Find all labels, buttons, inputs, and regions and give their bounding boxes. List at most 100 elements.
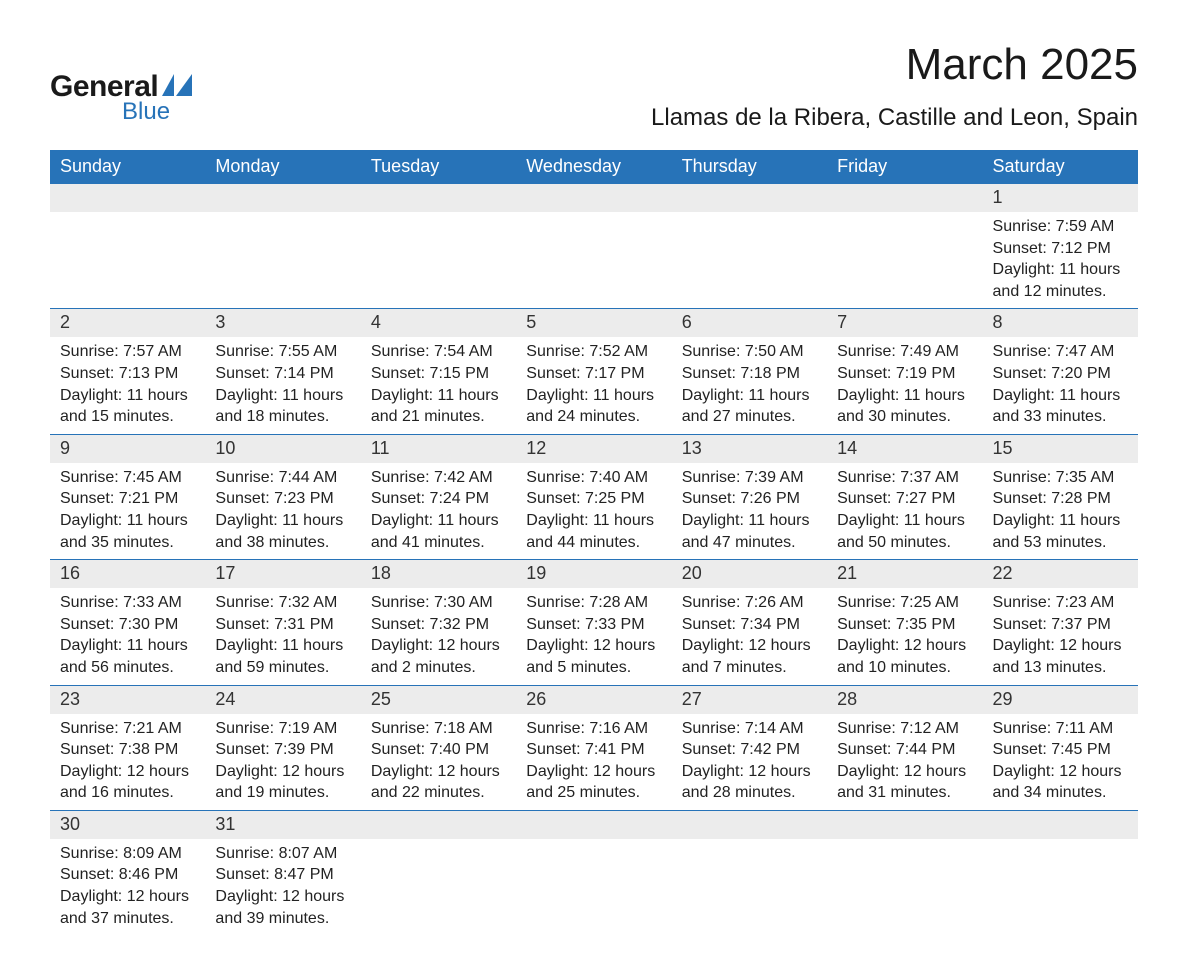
day-number: 20 xyxy=(672,560,827,588)
sunset-line: Sunset: 7:18 PM xyxy=(682,363,817,385)
calendar-table: SundayMondayTuesdayWednesdayThursdayFrid… xyxy=(50,150,1138,935)
daylight-line: Daylight: 11 hours and 50 minutes. xyxy=(837,510,972,553)
day-content xyxy=(672,839,827,871)
day-content-cell xyxy=(672,839,827,935)
week-number-row: 3031 xyxy=(50,810,1138,839)
weekday-header: Wednesday xyxy=(516,150,671,184)
day-content-cell: Sunrise: 7:32 AMSunset: 7:31 PMDaylight:… xyxy=(205,588,360,685)
day-number: 2 xyxy=(50,309,205,337)
day-content xyxy=(983,839,1138,871)
weekday-header: Thursday xyxy=(672,150,827,184)
day-content-cell: Sunrise: 7:44 AMSunset: 7:23 PMDaylight:… xyxy=(205,463,360,560)
sunrise-line: Sunrise: 7:50 AM xyxy=(682,341,817,363)
day-content-cell: Sunrise: 7:26 AMSunset: 7:34 PMDaylight:… xyxy=(672,588,827,685)
day-number: 30 xyxy=(50,811,205,839)
day-content-cell: Sunrise: 7:23 AMSunset: 7:37 PMDaylight:… xyxy=(983,588,1138,685)
weekday-header: Saturday xyxy=(983,150,1138,184)
sunrise-line: Sunrise: 7:40 AM xyxy=(526,467,661,489)
day-content-cell xyxy=(205,212,360,309)
sunrise-line: Sunrise: 7:16 AM xyxy=(526,718,661,740)
sunrise-line: Sunrise: 7:14 AM xyxy=(682,718,817,740)
daylight-line: Daylight: 11 hours and 47 minutes. xyxy=(682,510,817,553)
day-number-cell xyxy=(516,810,671,839)
sunrise-line: Sunrise: 7:30 AM xyxy=(371,592,506,614)
day-number-cell: 18 xyxy=(361,560,516,589)
day-number: 15 xyxy=(983,435,1138,463)
sunrise-line: Sunrise: 7:47 AM xyxy=(993,341,1128,363)
day-content-cell: Sunrise: 7:14 AMSunset: 7:42 PMDaylight:… xyxy=(672,714,827,811)
day-number-cell: 20 xyxy=(672,560,827,589)
day-content: Sunrise: 7:23 AMSunset: 7:37 PMDaylight:… xyxy=(983,588,1138,684)
day-content xyxy=(361,839,516,871)
sunset-line: Sunset: 7:27 PM xyxy=(837,488,972,510)
day-number: 9 xyxy=(50,435,205,463)
sunrise-line: Sunrise: 7:49 AM xyxy=(837,341,972,363)
sunset-line: Sunset: 8:46 PM xyxy=(60,864,195,886)
day-content-cell: Sunrise: 7:35 AMSunset: 7:28 PMDaylight:… xyxy=(983,463,1138,560)
day-content: Sunrise: 7:12 AMSunset: 7:44 PMDaylight:… xyxy=(827,714,982,810)
day-content-cell: Sunrise: 8:09 AMSunset: 8:46 PMDaylight:… xyxy=(50,839,205,935)
day-number-cell: 26 xyxy=(516,685,671,714)
day-content xyxy=(516,839,671,871)
daylight-line: Daylight: 12 hours and 31 minutes. xyxy=(837,761,972,804)
day-number: 18 xyxy=(361,560,516,588)
day-content: Sunrise: 7:47 AMSunset: 7:20 PMDaylight:… xyxy=(983,337,1138,433)
sunrise-line: Sunrise: 7:28 AM xyxy=(526,592,661,614)
day-content-cell xyxy=(516,839,671,935)
day-number-cell xyxy=(205,184,360,212)
sunrise-line: Sunrise: 7:11 AM xyxy=(993,718,1128,740)
week-number-row: 2345678 xyxy=(50,309,1138,338)
day-content: Sunrise: 7:42 AMSunset: 7:24 PMDaylight:… xyxy=(361,463,516,559)
day-content: Sunrise: 7:49 AMSunset: 7:19 PMDaylight:… xyxy=(827,337,982,433)
day-content: Sunrise: 7:32 AMSunset: 7:31 PMDaylight:… xyxy=(205,588,360,684)
daylight-line: Daylight: 11 hours and 30 minutes. xyxy=(837,385,972,428)
day-content-cell: Sunrise: 7:39 AMSunset: 7:26 PMDaylight:… xyxy=(672,463,827,560)
day-number: 28 xyxy=(827,686,982,714)
day-content-cell: Sunrise: 7:21 AMSunset: 7:38 PMDaylight:… xyxy=(50,714,205,811)
week-content-row: Sunrise: 7:21 AMSunset: 7:38 PMDaylight:… xyxy=(50,714,1138,811)
day-number: 24 xyxy=(205,686,360,714)
day-content: Sunrise: 7:18 AMSunset: 7:40 PMDaylight:… xyxy=(361,714,516,810)
day-content: Sunrise: 7:11 AMSunset: 7:45 PMDaylight:… xyxy=(983,714,1138,810)
day-number-cell: 13 xyxy=(672,434,827,463)
sunset-line: Sunset: 7:28 PM xyxy=(993,488,1128,510)
day-content: Sunrise: 7:19 AMSunset: 7:39 PMDaylight:… xyxy=(205,714,360,810)
day-number-cell xyxy=(827,810,982,839)
day-content-cell: Sunrise: 7:42 AMSunset: 7:24 PMDaylight:… xyxy=(361,463,516,560)
daylight-line: Daylight: 12 hours and 39 minutes. xyxy=(215,886,350,929)
sunset-line: Sunset: 7:26 PM xyxy=(682,488,817,510)
day-number-cell: 21 xyxy=(827,560,982,589)
page-title: March 2025 xyxy=(651,40,1138,90)
week-number-row: 9101112131415 xyxy=(50,434,1138,463)
day-number-cell: 3 xyxy=(205,309,360,338)
day-content: Sunrise: 7:39 AMSunset: 7:26 PMDaylight:… xyxy=(672,463,827,559)
sunset-line: Sunset: 7:42 PM xyxy=(682,739,817,761)
day-content-cell: Sunrise: 7:55 AMSunset: 7:14 PMDaylight:… xyxy=(205,337,360,434)
day-number-cell: 27 xyxy=(672,685,827,714)
daylight-line: Daylight: 12 hours and 2 minutes. xyxy=(371,635,506,678)
day-number-cell: 12 xyxy=(516,434,671,463)
week-content-row: Sunrise: 8:09 AMSunset: 8:46 PMDaylight:… xyxy=(50,839,1138,935)
day-content-cell xyxy=(361,839,516,935)
sunset-line: Sunset: 7:33 PM xyxy=(526,614,661,636)
daylight-line: Daylight: 12 hours and 22 minutes. xyxy=(371,761,506,804)
day-content-cell xyxy=(361,212,516,309)
day-number xyxy=(361,184,516,212)
daylight-line: Daylight: 12 hours and 28 minutes. xyxy=(682,761,817,804)
day-number-cell: 10 xyxy=(205,434,360,463)
daylight-line: Daylight: 11 hours and 33 minutes. xyxy=(993,385,1128,428)
sunrise-line: Sunrise: 7:33 AM xyxy=(60,592,195,614)
sunrise-line: Sunrise: 7:32 AM xyxy=(215,592,350,614)
day-number-cell: 7 xyxy=(827,309,982,338)
daylight-line: Daylight: 11 hours and 15 minutes. xyxy=(60,385,195,428)
day-content-cell xyxy=(672,212,827,309)
day-number-cell: 15 xyxy=(983,434,1138,463)
day-content-cell: Sunrise: 7:45 AMSunset: 7:21 PMDaylight:… xyxy=(50,463,205,560)
day-content: Sunrise: 8:07 AMSunset: 8:47 PMDaylight:… xyxy=(205,839,360,935)
week-content-row: Sunrise: 7:45 AMSunset: 7:21 PMDaylight:… xyxy=(50,463,1138,560)
day-number: 22 xyxy=(983,560,1138,588)
sunset-line: Sunset: 7:12 PM xyxy=(993,238,1128,260)
day-number: 10 xyxy=(205,435,360,463)
day-content: Sunrise: 7:30 AMSunset: 7:32 PMDaylight:… xyxy=(361,588,516,684)
day-number-cell xyxy=(361,810,516,839)
